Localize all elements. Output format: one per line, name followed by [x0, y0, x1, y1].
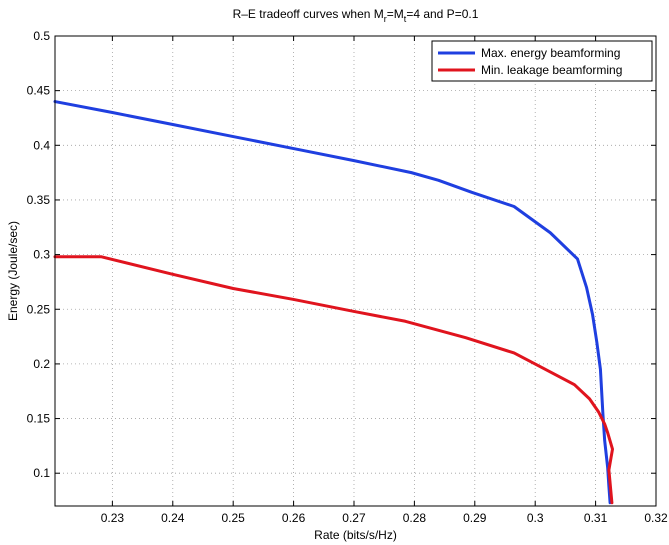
plot-border	[54, 35, 657, 507]
series-min-leakage-line	[53, 255, 615, 505]
chart-title: R–E tradeoff curves when Mr=Mt=4 and P=0…	[233, 7, 479, 24]
x-tick-label: 0.23	[101, 511, 125, 525]
title-suffix: =4 and P=0.1	[406, 7, 478, 21]
x-tick-label: 0.28	[403, 511, 427, 525]
y-tick-label: 0.35	[27, 193, 51, 207]
legend-label-min-leakage: Min. leakage beamforming	[481, 63, 622, 77]
title-mid: =M	[387, 7, 404, 21]
series-max-energy-line	[53, 100, 612, 505]
y-tick-label: 0.45	[27, 84, 51, 98]
x-tick-label: 0.26	[282, 511, 306, 525]
y-tick-label: 0.5	[33, 29, 50, 43]
x-tick-label: 0.32	[644, 511, 668, 525]
y-tick-label: 0.4	[33, 138, 50, 152]
y-axis-label: Energy (Joule/sec)	[6, 221, 20, 321]
x-tick-label: 0.31	[584, 511, 608, 525]
ticks: 0.23 0.24 0.25 0.26 0.27 0.28 0.29 0.3 0.31 0.32 0…	[27, 29, 668, 525]
y-tick-label: 0.2	[33, 357, 50, 371]
y-tick-label: 0.3	[33, 248, 50, 262]
x-tick-label: 0.29	[463, 511, 487, 525]
y-tick-label: 0.25	[27, 302, 51, 316]
title-sub2: t	[404, 14, 407, 24]
title-sub1: r	[384, 14, 387, 24]
series-layer	[53, 100, 615, 505]
y-tick-label: 0.1	[33, 466, 50, 480]
x-tick-label: 0.27	[342, 511, 366, 525]
y-tick-label: 0.15	[27, 412, 51, 426]
legend: Max. energy beamforming Min. leakage bea…	[431, 40, 653, 82]
grid	[55, 36, 656, 506]
legend-label-max-energy: Max. energy beamforming	[481, 46, 620, 60]
x-tick-label: 0.25	[222, 511, 246, 525]
legend-box	[431, 40, 653, 82]
x-tick-label: 0.3	[527, 511, 544, 525]
title-prefix: R–E tradeoff curves when M	[233, 7, 384, 21]
plot-area	[55, 36, 656, 506]
x-tick-label: 0.24	[161, 511, 185, 525]
x-axis-label: Rate (bits/s/Hz)	[314, 528, 397, 542]
